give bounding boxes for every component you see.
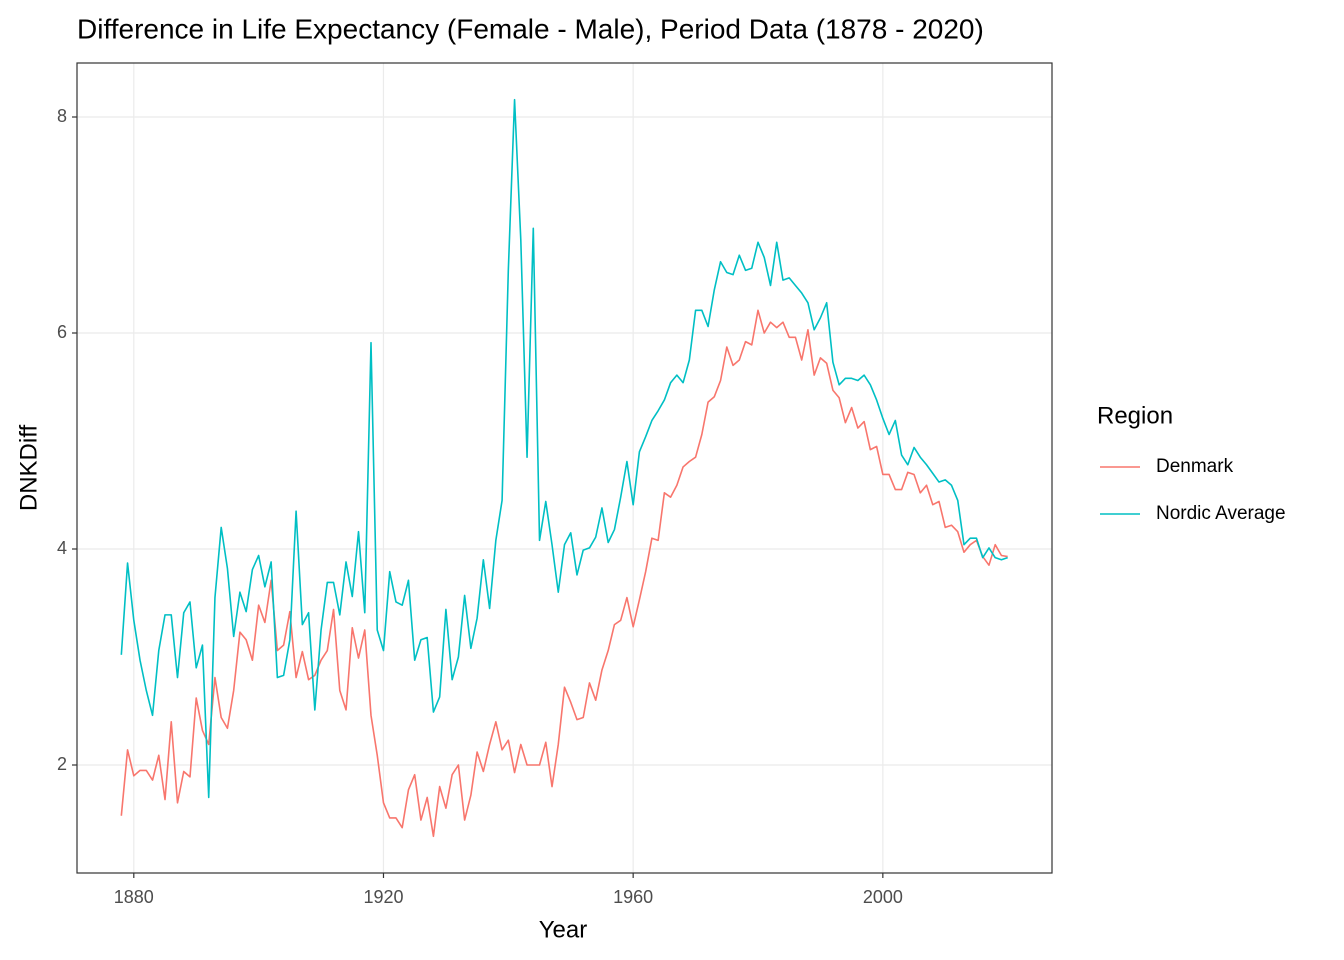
x-tick-label: 1880 [114,887,154,907]
y-axis-label: DNKDiff [15,425,42,512]
legend-label: Nordic Average [1156,503,1286,524]
x-axis-label: Year [539,916,588,943]
y-tick-label: 8 [57,106,67,126]
y-tick-label: 4 [57,538,67,558]
data-line [120,98,1008,799]
y-tick-label: 2 [57,754,67,774]
plot-border [76,62,1053,874]
y-tick-label: 6 [57,322,67,342]
x-tick-label: 1960 [613,887,653,907]
data-line [120,309,1008,838]
x-tick-label: 1920 [363,887,403,907]
legend-title: Region [1097,402,1173,429]
legend-label: Denmark [1156,456,1234,477]
x-tick-label: 2000 [863,887,903,907]
chart-title: Difference in Life Expectancy (Female - … [77,13,984,44]
